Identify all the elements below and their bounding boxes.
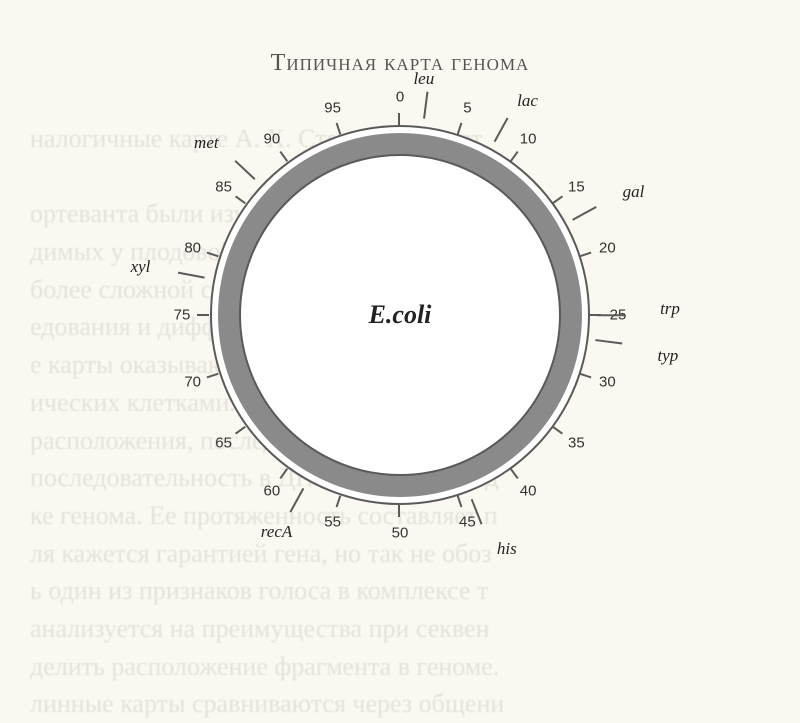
gene-label: leu [413,69,434,89]
gene-label: lac [517,91,538,111]
scale-tick [235,195,246,204]
scale-label: 90 [264,130,281,147]
scale-label: 0 [396,89,404,106]
gene-leader [235,160,256,180]
gene-label: his [497,539,517,559]
scale-label: 40 [520,483,537,500]
scale-label: 20 [599,239,616,256]
organism-label: E.coli [369,300,432,330]
scale-tick [279,151,288,162]
scale-label: 5 [463,99,471,116]
scale-tick [552,195,563,204]
gene-leader [597,314,624,316]
gene-label: trp [660,299,680,319]
gene-leader [572,206,596,220]
gene-leader [596,339,623,344]
gene-leader [178,272,205,279]
scale-label: 15 [568,178,585,195]
scale-label: 10 [520,130,537,147]
gene-label: met [194,133,219,153]
scale-label: 60 [264,483,281,500]
scale-label: 30 [599,374,616,391]
scale-tick [207,252,219,258]
scale-label: 85 [215,178,232,195]
scale-tick [398,505,400,517]
scale-tick [235,426,246,435]
scale-tick [510,151,519,162]
scale-label: 65 [215,435,232,452]
gene-label: gal [623,182,645,202]
gene-label: typ [658,346,679,366]
gene-label: recA [261,522,292,542]
scale-label: 35 [568,435,585,452]
scale-label: 75 [174,307,191,324]
gene-label: xyl [131,257,151,277]
scale-tick [457,495,463,507]
scale-tick [336,495,342,507]
scale-tick [336,123,342,135]
scale-label: 95 [324,99,341,116]
page-title: Типичная карта генома [0,50,800,77]
scale-tick [207,373,219,379]
scale-tick [279,468,288,479]
scale-tick [579,252,591,258]
scale-label: 80 [184,239,201,256]
scale-tick [579,373,591,379]
scale-tick [457,123,463,135]
gene-leader [494,117,508,141]
gene-leader [423,92,428,119]
scale-label: 45 [459,514,476,531]
scale-label: 70 [184,374,201,391]
scale-tick [398,113,400,125]
scale-tick [552,426,563,435]
gene-leader [290,488,304,512]
scale-label: 50 [392,525,409,542]
scale-tick [197,314,209,316]
scale-label: 55 [324,514,341,531]
scale-tick [510,468,519,479]
